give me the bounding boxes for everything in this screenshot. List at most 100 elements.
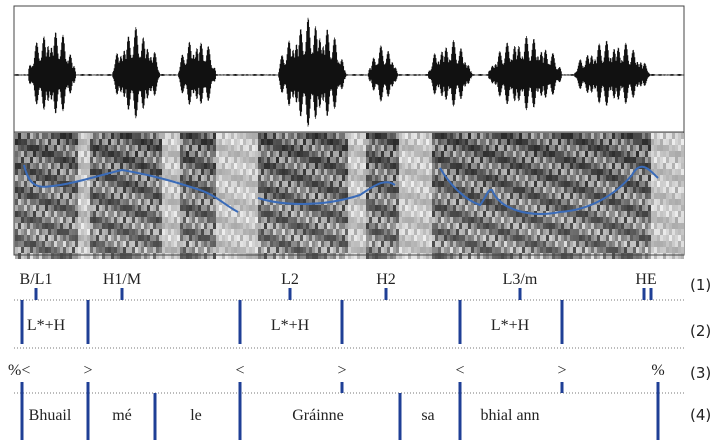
- spectrogram-cell: [201, 175, 204, 181]
- spectrogram-cell: [291, 145, 294, 151]
- spectrogram-cell: [666, 145, 669, 151]
- spectrogram-cell: [165, 169, 168, 175]
- spectrogram-cell: [81, 157, 84, 163]
- spectrogram-cell: [645, 139, 648, 145]
- spectrogram-cell: [486, 145, 489, 151]
- spectrogram-cell: [654, 187, 657, 193]
- spectrogram-cell: [120, 247, 123, 253]
- spectrogram-cell: [600, 169, 603, 175]
- spectrogram-cell: [384, 205, 387, 211]
- spectrogram-cell: [588, 181, 591, 187]
- spectrogram-cell: [630, 223, 633, 229]
- spectrogram-cell: [177, 133, 180, 139]
- spectrogram-cell: [51, 169, 54, 175]
- spectrogram-cell: [135, 163, 138, 169]
- spectrogram-cell: [240, 163, 243, 169]
- spectrogram-cell: [576, 145, 579, 151]
- spectrogram-cell: [150, 193, 153, 199]
- spectrogram-cell: [147, 241, 150, 247]
- spectrogram-cell: [438, 223, 441, 229]
- spectrogram-cell: [384, 247, 387, 253]
- spectrogram-cell: [48, 253, 51, 259]
- spectrogram-cell: [444, 211, 447, 217]
- spectrogram-cell: [39, 157, 42, 163]
- spectrogram-cell: [126, 235, 129, 241]
- spectrogram-cell: [174, 235, 177, 241]
- spectrogram-cell: [225, 211, 228, 217]
- spectrogram-cell: [675, 205, 678, 211]
- spectrogram-cell: [471, 229, 474, 235]
- spectrogram-cell: [369, 193, 372, 199]
- spectrogram-cell: [492, 199, 495, 205]
- spectrogram-cell: [222, 253, 225, 259]
- spectrogram-cell: [114, 187, 117, 193]
- spectrogram-cell: [516, 157, 519, 163]
- spectrogram-cell: [519, 169, 522, 175]
- spectrogram-cell: [372, 151, 375, 157]
- spectrogram-cell: [159, 229, 162, 235]
- spectrogram-cell: [240, 211, 243, 217]
- spectrogram-cell: [312, 211, 315, 217]
- spectrogram-cell: [453, 241, 456, 247]
- spectrogram-cell: [120, 235, 123, 241]
- spectrogram-cell: [75, 145, 78, 151]
- spectrogram-cell: [324, 247, 327, 253]
- spectrogram-cell: [213, 175, 216, 181]
- spectrogram-cell: [252, 247, 255, 253]
- spectrogram-cell: [675, 241, 678, 247]
- spectrogram-cell: [327, 193, 330, 199]
- spectrogram-cell: [441, 241, 444, 247]
- spectrogram-cell: [306, 145, 309, 151]
- spectrogram-cell: [345, 223, 348, 229]
- spectrogram-cell: [618, 151, 621, 157]
- spectrogram-cell: [267, 229, 270, 235]
- spectrogram-cell: [180, 229, 183, 235]
- spectrogram-cell: [39, 241, 42, 247]
- spectrogram-cell: [192, 217, 195, 223]
- spectrogram-cell: [528, 187, 531, 193]
- spectrogram-cell: [660, 211, 663, 217]
- spectrogram-cell: [234, 187, 237, 193]
- spectrogram-cell: [243, 175, 246, 181]
- spectrogram-cell: [420, 181, 423, 187]
- spectrogram-cell: [255, 223, 258, 229]
- spectrogram-cell: [627, 187, 630, 193]
- spectrogram-cell: [426, 163, 429, 169]
- spectrogram-cell: [327, 175, 330, 181]
- spectrogram-cell: [321, 175, 324, 181]
- spectrogram-cell: [195, 175, 198, 181]
- spectrogram-cell: [264, 241, 267, 247]
- spectrogram-cell: [60, 253, 63, 259]
- spectrogram-cell: [492, 223, 495, 229]
- spectrogram-cell: [666, 151, 669, 157]
- spectrogram-cell: [471, 175, 474, 181]
- spectrogram-cell: [450, 199, 453, 205]
- spectrogram-cell: [288, 223, 291, 229]
- spectrogram-cell: [105, 163, 108, 169]
- spectrogram-cell: [105, 223, 108, 229]
- spectrogram-cell: [534, 175, 537, 181]
- spectrogram-cell: [294, 145, 297, 151]
- spectrogram-cell: [510, 133, 513, 139]
- spectrogram-cell: [15, 253, 18, 259]
- spectrogram-cell: [24, 217, 27, 223]
- spectrogram-cell: [267, 193, 270, 199]
- spectrogram-cell: [228, 247, 231, 253]
- spectrogram-cell: [480, 163, 483, 169]
- spectrogram-cell: [570, 169, 573, 175]
- spectrogram-cell: [474, 205, 477, 211]
- spectrogram-cell: [300, 163, 303, 169]
- spectrogram-cell: [423, 205, 426, 211]
- spectrogram-cell: [405, 247, 408, 253]
- spectrogram-cell: [375, 211, 378, 217]
- spectrogram-cell: [675, 187, 678, 193]
- spectrogram-cell: [369, 163, 372, 169]
- spectrogram-cell: [228, 133, 231, 139]
- spectrogram-cell: [78, 133, 81, 139]
- spectrogram-cell: [63, 145, 66, 151]
- spectrogram-cell: [195, 211, 198, 217]
- spectrogram-cell: [570, 247, 573, 253]
- spectrogram-cell: [558, 247, 561, 253]
- spectrogram-cell: [102, 157, 105, 163]
- spectrogram-cell: [501, 187, 504, 193]
